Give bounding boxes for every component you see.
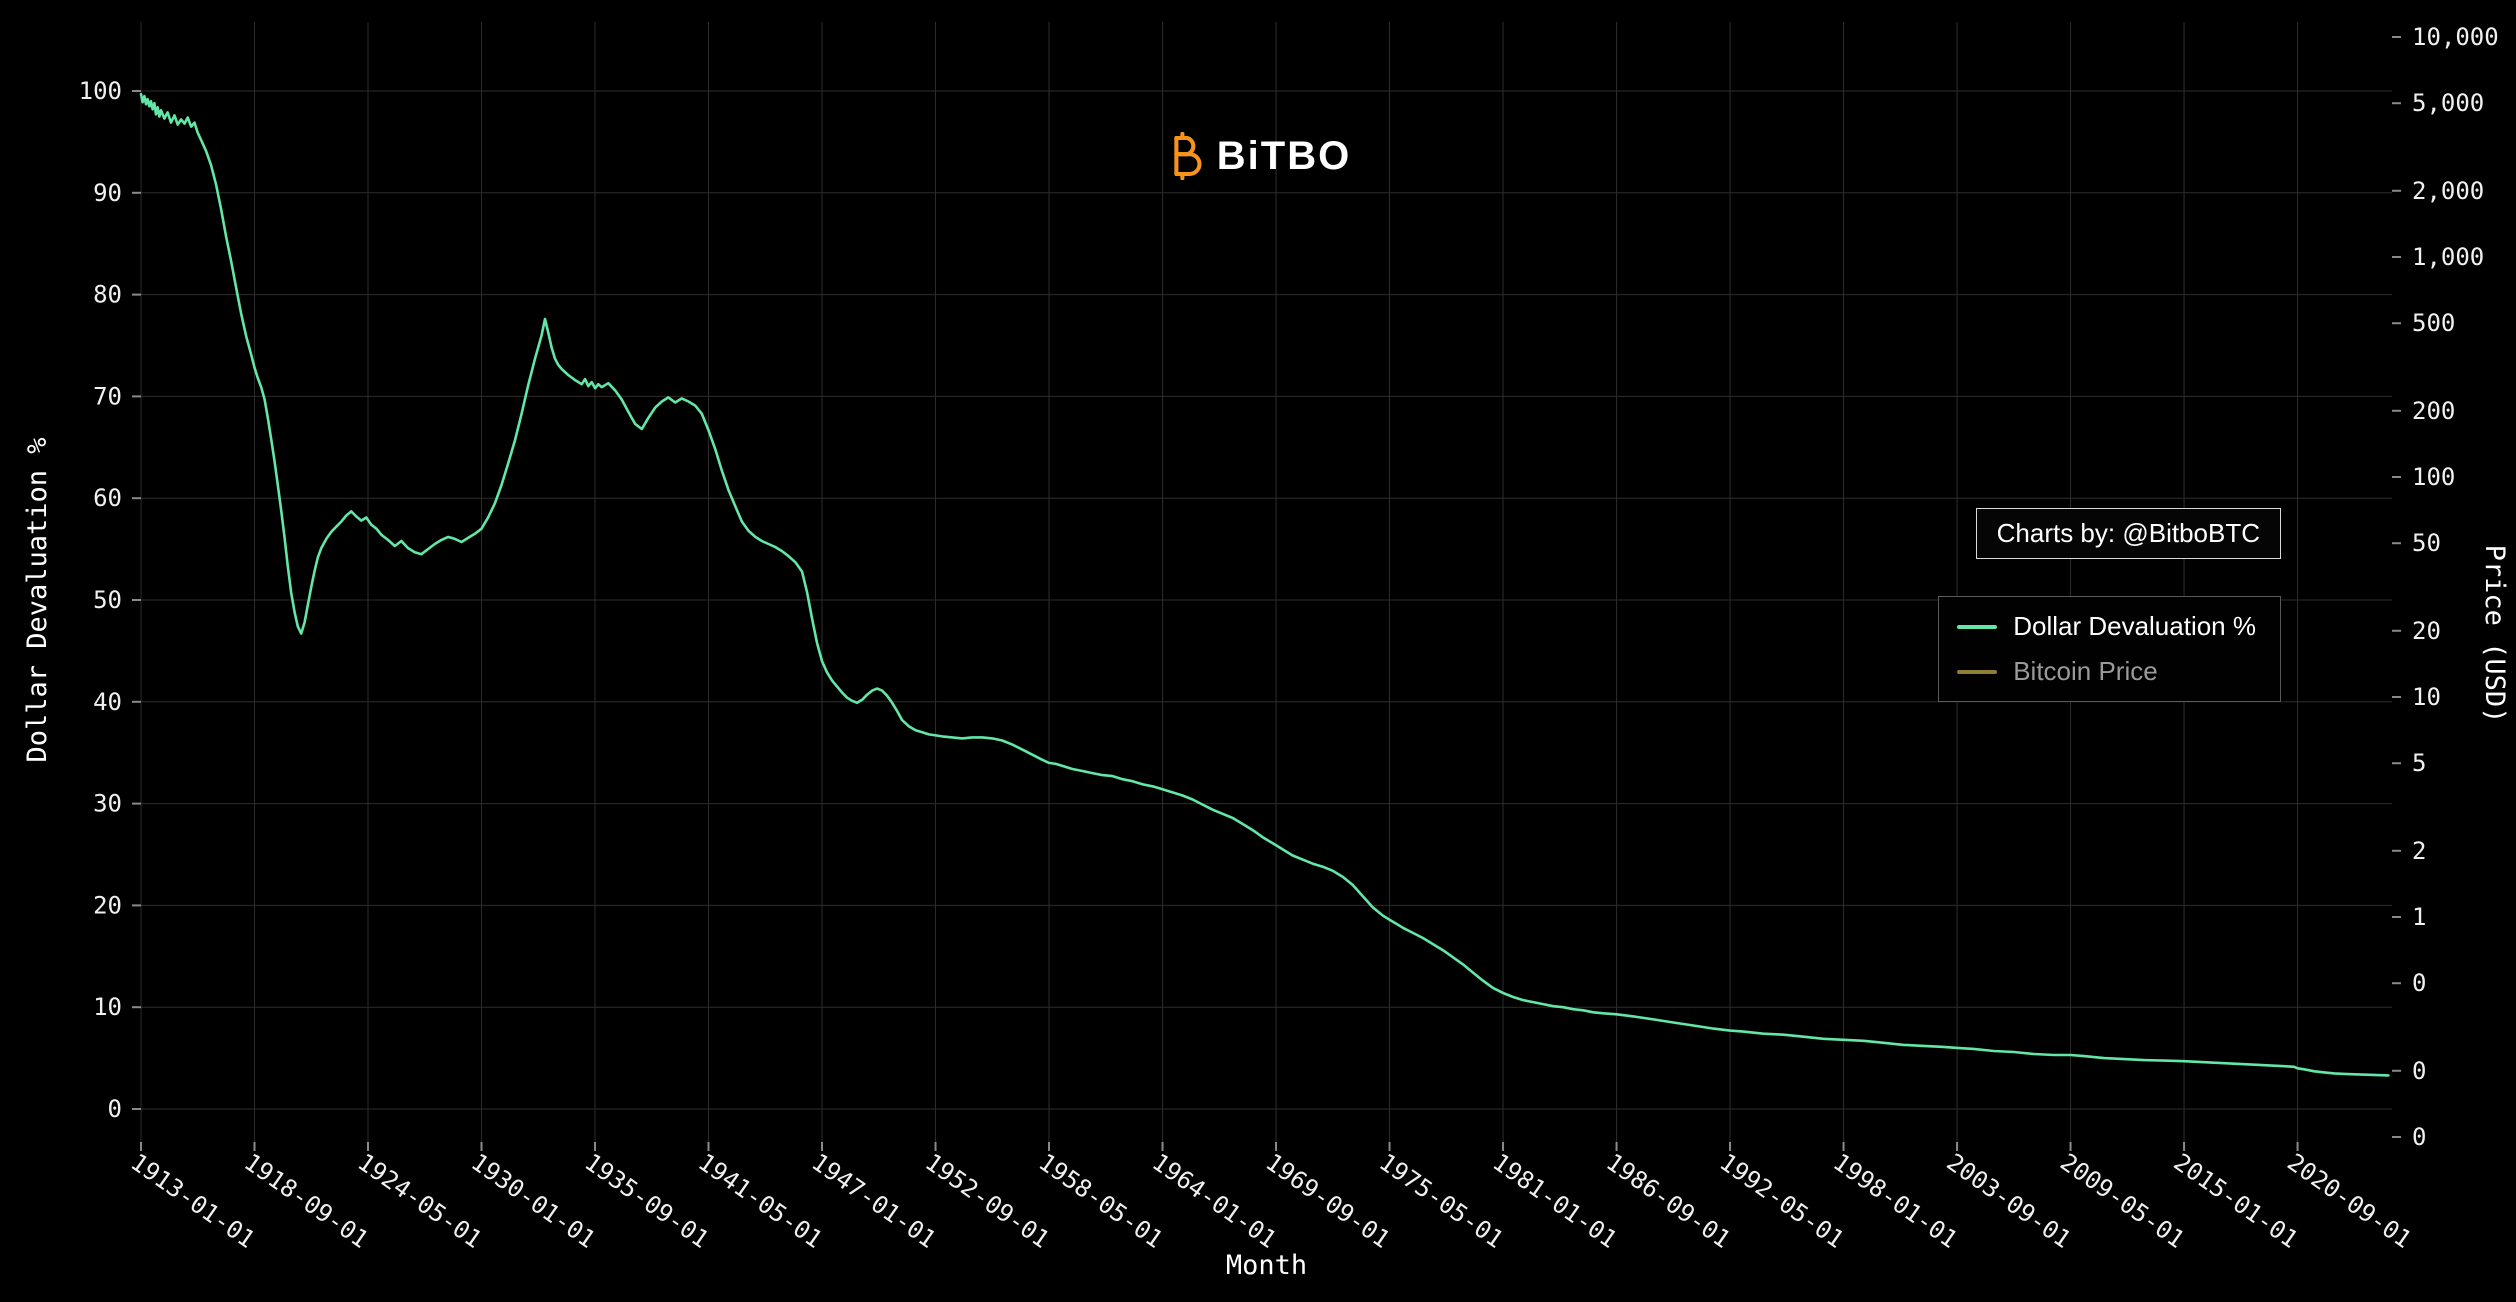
x-tick-label: 2003-09-01 — [1942, 1148, 2076, 1254]
bitbo-logo: BiTBO — [1165, 132, 1351, 180]
x-tick-label: 1918-09-01 — [239, 1148, 373, 1254]
x-tick-label: 2009-05-01 — [2055, 1148, 2189, 1254]
x-axis-title: Month — [1226, 1250, 1307, 1281]
legend-label: Dollar Devaluation % — [2013, 611, 2256, 641]
y-right-tick-label: 1,000 — [2412, 243, 2484, 271]
series-line-dollar-devaluation — [139, 92, 2390, 1077]
y-right-tick-label: 0 — [2412, 1057, 2426, 1085]
bitbo-logo-icon — [1174, 132, 1202, 180]
bitbo-logo-text: BiTBO — [1216, 133, 1352, 178]
y-right-tick-label: 10 — [2412, 683, 2441, 711]
y-right-axis-title: Price (USD) — [2479, 545, 2510, 724]
legend-item-bitcoin-price[interactable]: Bitcoin Price — [1957, 656, 2256, 687]
x-tick-label: 1975-05-01 — [1374, 1148, 1508, 1254]
attribution-badge: Charts by: @BitboBTC — [1975, 508, 2281, 559]
y-right-tick-label: 2 — [2412, 837, 2426, 865]
y-right-tick-label: 0 — [2412, 969, 2426, 997]
y-left-axis-title: Dollar Devaluation % — [22, 437, 53, 762]
y-left-tick-label: 10 — [93, 993, 122, 1021]
y-right-tick-label: 50 — [2412, 529, 2441, 557]
y-right-tick-label: 2,000 — [2412, 177, 2484, 205]
y-left-tick-label: 30 — [93, 790, 122, 818]
x-tick-label: 1998-01-01 — [1828, 1148, 1962, 1254]
x-tick-label: 1913-01-01 — [126, 1148, 260, 1254]
y-right-tick-label: 100 — [2412, 463, 2455, 491]
y-left-tick-label: 20 — [93, 891, 122, 919]
x-tick-label: 2015-01-01 — [2169, 1148, 2303, 1254]
x-tick-label: 1935-09-01 — [580, 1148, 714, 1254]
x-tick-label: 1969-09-01 — [1261, 1148, 1395, 1254]
y-right-tick-label: 5 — [2412, 749, 2426, 777]
legend-swatch — [1957, 624, 1998, 629]
y-left-tick-label: 0 — [108, 1095, 122, 1123]
y-right-tick-label: 5,000 — [2412, 89, 2484, 117]
y-right-tick-label: 20 — [2412, 617, 2441, 645]
legend-swatch — [1957, 669, 1998, 674]
legend-label: Bitcoin Price — [2013, 656, 2158, 686]
attribution-text: Charts by: @BitboBTC — [1996, 518, 2260, 548]
y-right-tick-label: 10,000 — [2412, 23, 2499, 51]
y-right-tick-label: 1 — [2412, 903, 2426, 931]
y-left-tick-label: 40 — [93, 688, 122, 716]
legend-item-dollar-devaluation[interactable]: Dollar Devaluation % — [1957, 611, 2256, 642]
x-tick-label: 1952-09-01 — [920, 1148, 1054, 1254]
x-tick-label: 1992-05-01 — [1715, 1148, 1849, 1254]
x-tick-label: 1924-05-01 — [353, 1148, 487, 1254]
y-left-tick-label: 100 — [79, 77, 122, 105]
x-tick-label: 1964-01-01 — [1147, 1148, 1281, 1254]
y-left-tick-label: 50 — [93, 586, 122, 614]
x-tick-label: 1930-01-01 — [466, 1148, 600, 1254]
x-tick-label: 2020-09-01 — [2282, 1148, 2416, 1254]
x-tick-label: 1941-05-01 — [693, 1148, 827, 1254]
y-left-tick-label: 60 — [93, 484, 122, 512]
y-right-tick-label: 500 — [2412, 309, 2455, 337]
y-right-tick-label: 200 — [2412, 397, 2455, 425]
x-tick-label: 1947-01-01 — [807, 1148, 941, 1254]
x-tick-label: 1981-01-01 — [1488, 1148, 1622, 1254]
x-tick-label: 1958-05-01 — [1034, 1148, 1168, 1254]
y-left-tick-label: 90 — [93, 179, 122, 207]
y-left-tick-label: 80 — [93, 281, 122, 309]
x-tick-label: 1986-09-01 — [1601, 1148, 1735, 1254]
y-right-tick-label: 0 — [2412, 1123, 2426, 1151]
y-left-tick-label: 70 — [93, 382, 122, 410]
legend: Dollar Devaluation % Bitcoin Price — [1938, 596, 2281, 702]
